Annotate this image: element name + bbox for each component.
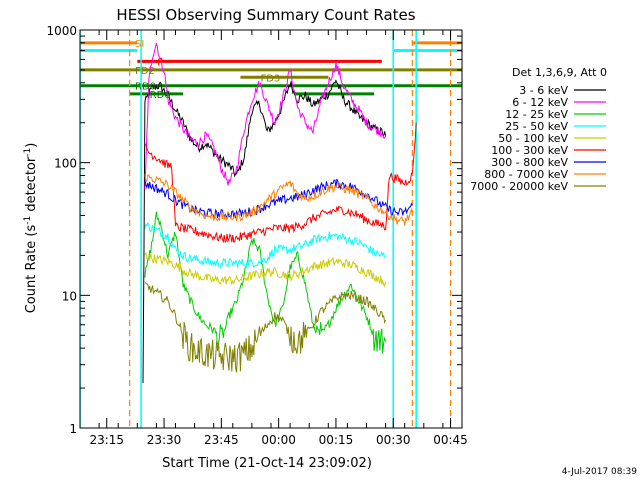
legend-label-12-25-kev: 12 - 25 keV — [505, 108, 568, 121]
x-tick-label: 00:15 — [319, 433, 354, 447]
y-axis-label-exponent: -1 — [23, 216, 33, 225]
axes: 1 10 100 1000 23:15 23:30 23:45 00:00 00:15 00:30… — [46, 24, 467, 447]
marker-label-rd0: RD0 — [135, 82, 156, 93]
series-line-50-100-kev — [144, 251, 387, 288]
legend-label-50-100-kev: 50 - 100 keV — [498, 132, 568, 145]
x-tick-label: 00:00 — [261, 433, 296, 447]
x-tick-label: 23:30 — [147, 433, 182, 447]
y-tick-label: 1000 — [46, 24, 77, 38]
legend-label-6-12-kev: 6 - 12 keV — [512, 96, 568, 109]
series-line-800-7000-kev — [144, 173, 413, 226]
y-tick-label: 10 — [62, 289, 77, 303]
x-tick-label: 00:30 — [376, 433, 411, 447]
legend-label-25-50-kev: 25 - 50 keV — [505, 120, 568, 133]
y-tick-label: 1 — [69, 422, 77, 436]
x-axis-label: Start Time (21-Oct-14 23:09:02) — [162, 456, 372, 471]
series-line-25-50-kev — [144, 221, 386, 269]
marker-label-si: SI — [135, 39, 144, 50]
series-line-7000-20000-kev — [144, 282, 387, 373]
marker-label-fd3: FD3 — [260, 73, 280, 84]
legend-label-100-300-kev: 100 - 300 keV — [491, 144, 568, 157]
legend-label-3-6-kev: 3 - 6 keV — [519, 84, 568, 97]
y-axis-label-mid: detector — [24, 156, 39, 216]
legend-label-300-800-kev: 300 - 800 keV — [491, 156, 568, 169]
plot-inner — [80, 30, 462, 428]
marker-label-f: F — [157, 57, 163, 68]
date-stamp: 4-Jul-2017 08:39 — [562, 467, 638, 477]
y-axis-label-exponent-2: -1 — [23, 148, 33, 157]
y-axis-label: Count Rate (s-1 detector-1) — [23, 143, 39, 314]
series-line-100-300-kev — [144, 122, 417, 244]
chart-title: HESSI Observing Summary Count Rates — [116, 6, 415, 24]
series-line-3-6-kev — [142, 79, 387, 384]
y-axis-label-end: ) — [24, 143, 39, 148]
legend-label-7000-20000-kev: 7000 - 20000 keV — [470, 180, 568, 193]
marker-label-rd6: RD6 — [150, 90, 171, 101]
y-axis-label-text: Count Rate (s — [24, 225, 39, 314]
x-tick-label: 23:15 — [89, 433, 124, 447]
legend-title: Det 1,3,6,9, Att 0 — [512, 66, 607, 79]
series-line-6-12-kev — [144, 42, 387, 190]
legend-label-800-7000-kev: 800 - 7000 keV — [484, 168, 568, 181]
marker-label-fd2: FD2 — [135, 66, 155, 77]
x-tick-label: 00:45 — [433, 433, 468, 447]
x-tick-label: 23:45 — [204, 433, 239, 447]
y-tick-label: 100 — [54, 157, 77, 171]
